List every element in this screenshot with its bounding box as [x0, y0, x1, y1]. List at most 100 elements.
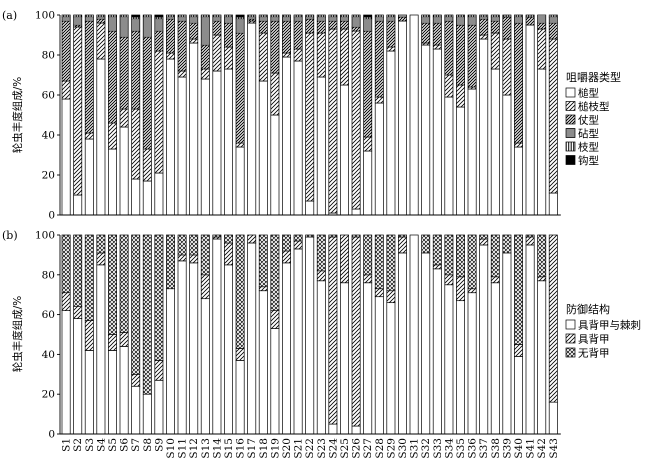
x-tick-label-s12: S12 — [188, 438, 200, 459]
x-tick-label-s24: S24 — [327, 438, 339, 459]
panel-b-bar-s26-series-1 — [351, 236, 361, 427]
x-tick-label-s35: S35 — [455, 438, 467, 459]
panel-b-bar-s34-series-2 — [444, 234, 454, 276]
panel-a-bar-s26-series-1 — [351, 30, 361, 210]
panel-a-bar-s27-series-1 — [363, 136, 373, 152]
panel-b-legend-swatch-0 — [565, 319, 576, 330]
panel-b-bar-s41-series-1 — [525, 236, 535, 246]
x-tick-label-s38: S38 — [490, 438, 502, 459]
panel-a-bar-s1-series-1 — [61, 80, 71, 100]
panel-b-bar-s15-series-2 — [224, 234, 233, 244]
panel-a-bar-s13-series-0 — [200, 78, 210, 216]
panel-a-bar-s2-series-0 — [73, 194, 83, 216]
panel-a-bar-s40-series-0 — [514, 146, 523, 216]
panel-b-bar-s30-series-1 — [398, 236, 407, 254]
panel-a-bar-s21-series-0 — [293, 60, 303, 216]
panel-a-bar-s35-series-0 — [456, 106, 465, 216]
panel-b-bar-s18-series-2 — [258, 234, 268, 288]
panel-a-bar-s33-series-2 — [432, 22, 442, 46]
panel-b-bar-s27-series-1 — [363, 274, 373, 284]
panel-b-bar-s41-series-2 — [525, 234, 535, 238]
x-tick-label-s1: S1 — [61, 438, 73, 452]
panel-b-bar-s37-series-2 — [479, 234, 489, 240]
panel-a-legend-swatch-2 — [565, 114, 576, 125]
panel-b-bar-s15-series-1 — [224, 242, 233, 266]
panel-a-bar-s2-series-1 — [73, 26, 83, 196]
panel-a-bar-s12-series-0 — [189, 42, 199, 216]
panel-b-legend-swatch-1 — [565, 333, 576, 344]
panel-a-bar-s39-series-0 — [502, 94, 512, 216]
panel-a-legend-label-3: 砧型 — [578, 127, 599, 140]
panel-b-bar-s4-series-2 — [96, 234, 106, 254]
panel-a-y-tick-label: 20 — [42, 170, 55, 182]
panel-a-legend-swatch-1 — [565, 101, 576, 111]
x-tick-label-s43: S43 — [548, 438, 560, 459]
panel-b-bar-s24-series-1 — [328, 236, 338, 425]
panel-b-bar-s33-series-0 — [432, 268, 442, 435]
panel-a-bar-s18-series-0 — [258, 80, 268, 216]
panel-a-bar-s41-series-0 — [525, 24, 535, 216]
panel-b-bar-s36-series-0 — [467, 292, 477, 435]
panel-a-bar-s6-series-0 — [119, 126, 129, 216]
panel-b-bar-s12-series-1 — [189, 254, 199, 264]
panel-a-bar-s4-series-0 — [96, 58, 106, 216]
panel-b-bar-s25-series-0 — [340, 282, 349, 435]
panel-a-bar-s15-series-0 — [224, 68, 233, 216]
panel-a-bar-s9-series-2 — [154, 30, 164, 52]
panel-a-bar-s8-series-0 — [142, 180, 152, 216]
panel-a-bar-s22-series-2 — [305, 18, 315, 34]
panel-b-bar-s7-series-0 — [131, 385, 141, 435]
panel-a-legend-label-4: 枝型 — [578, 141, 599, 154]
panel-a-bar-s34-series-0 — [444, 96, 454, 216]
panel-b-bar-s38-series-2 — [490, 234, 500, 278]
panel-b-bar-s24-series-2 — [328, 234, 338, 238]
panel-a-bar-s28-series-1 — [374, 96, 384, 104]
panel-b-bar-s23-series-0 — [316, 280, 326, 435]
panel-a-bar-s7-series-3 — [131, 18, 141, 32]
x-tick-label-s20: S20 — [281, 438, 293, 459]
panel-a-bar-s24-series-2 — [328, 20, 338, 30]
x-tick-label-s10: S10 — [165, 438, 177, 459]
panel-a-bar-s39-series-1 — [502, 38, 512, 96]
panel-a-bar-s41-series-4 — [525, 14, 535, 18]
panel-a-bar-s24-series-1 — [328, 28, 338, 214]
panel-a-bar-s10-series-2 — [166, 18, 175, 54]
panel-b-y-tick-label: 40 — [42, 349, 55, 361]
panel-a-bar-s23-series-2 — [316, 20, 326, 34]
panel-a-bar-s37-series-2 — [479, 18, 489, 36]
panel-a-bar-s12-series-2 — [189, 22, 199, 40]
panel-a-bar-s42-series-0 — [537, 68, 547, 216]
panel-a-label: (a) — [2, 9, 17, 22]
panel-b-bar-s11-series-2 — [177, 234, 187, 256]
panel-b: (b) 0 20 40 60 80 100 轮虫丰度组成/% 防御结构 具背甲与棘刺具背甲… — [2, 229, 641, 441]
panel-a-bar-s25-series-0 — [340, 84, 349, 216]
panel-a-bar-s41-series-2 — [525, 16, 535, 26]
panel-b-y-tick-label: 80 — [42, 269, 55, 281]
panel-a-bar-s40-series-1 — [514, 142, 523, 148]
panel-a-bar-s18-series-1 — [258, 32, 268, 82]
panel-a-bar-s1-series-4 — [61, 14, 71, 18]
panel-a-bar-s27-series-2 — [363, 30, 373, 138]
panel-a-bar-s29-series-2 — [386, 20, 396, 48]
panel-a-bar-s43-series-4 — [548, 14, 558, 18]
panel-b-y-axis: 0 20 40 60 80 100 — [35, 230, 561, 441]
x-tick-label-s15: S15 — [223, 438, 235, 459]
panel-b-bar-s20-series-2 — [282, 234, 291, 252]
panel-b-bar-s5-series-2 — [108, 234, 117, 335]
panel-a-bar-s38-series-2 — [490, 20, 500, 34]
panel-b-bar-s43-series-0 — [548, 401, 558, 435]
panel-a-bar-s29-series-3 — [386, 16, 396, 22]
panel-b-bar-s35-series-1 — [456, 276, 465, 302]
panel-a-bar-s19-series-0 — [270, 114, 280, 216]
x-tick-label-s28: S28 — [374, 438, 386, 459]
panel-b-bar-s16-series-1 — [235, 348, 245, 361]
panel-a-bar-s3-series-1 — [84, 132, 94, 140]
panel-a-bar-s8-series-2 — [142, 36, 152, 150]
panel-a-bars — [61, 14, 558, 216]
panel-a-bar-s34-series-4 — [444, 14, 454, 18]
panel-b-legend-label-0: 具背甲与棘刺 — [578, 319, 641, 332]
x-tick-label-s26: S26 — [351, 438, 363, 459]
panel-a-legend-title: 咀嚼器类型 — [566, 70, 621, 84]
panel-a-bar-s6-series-1 — [119, 108, 129, 128]
panel-b-bar-s8-series-0 — [142, 393, 152, 435]
